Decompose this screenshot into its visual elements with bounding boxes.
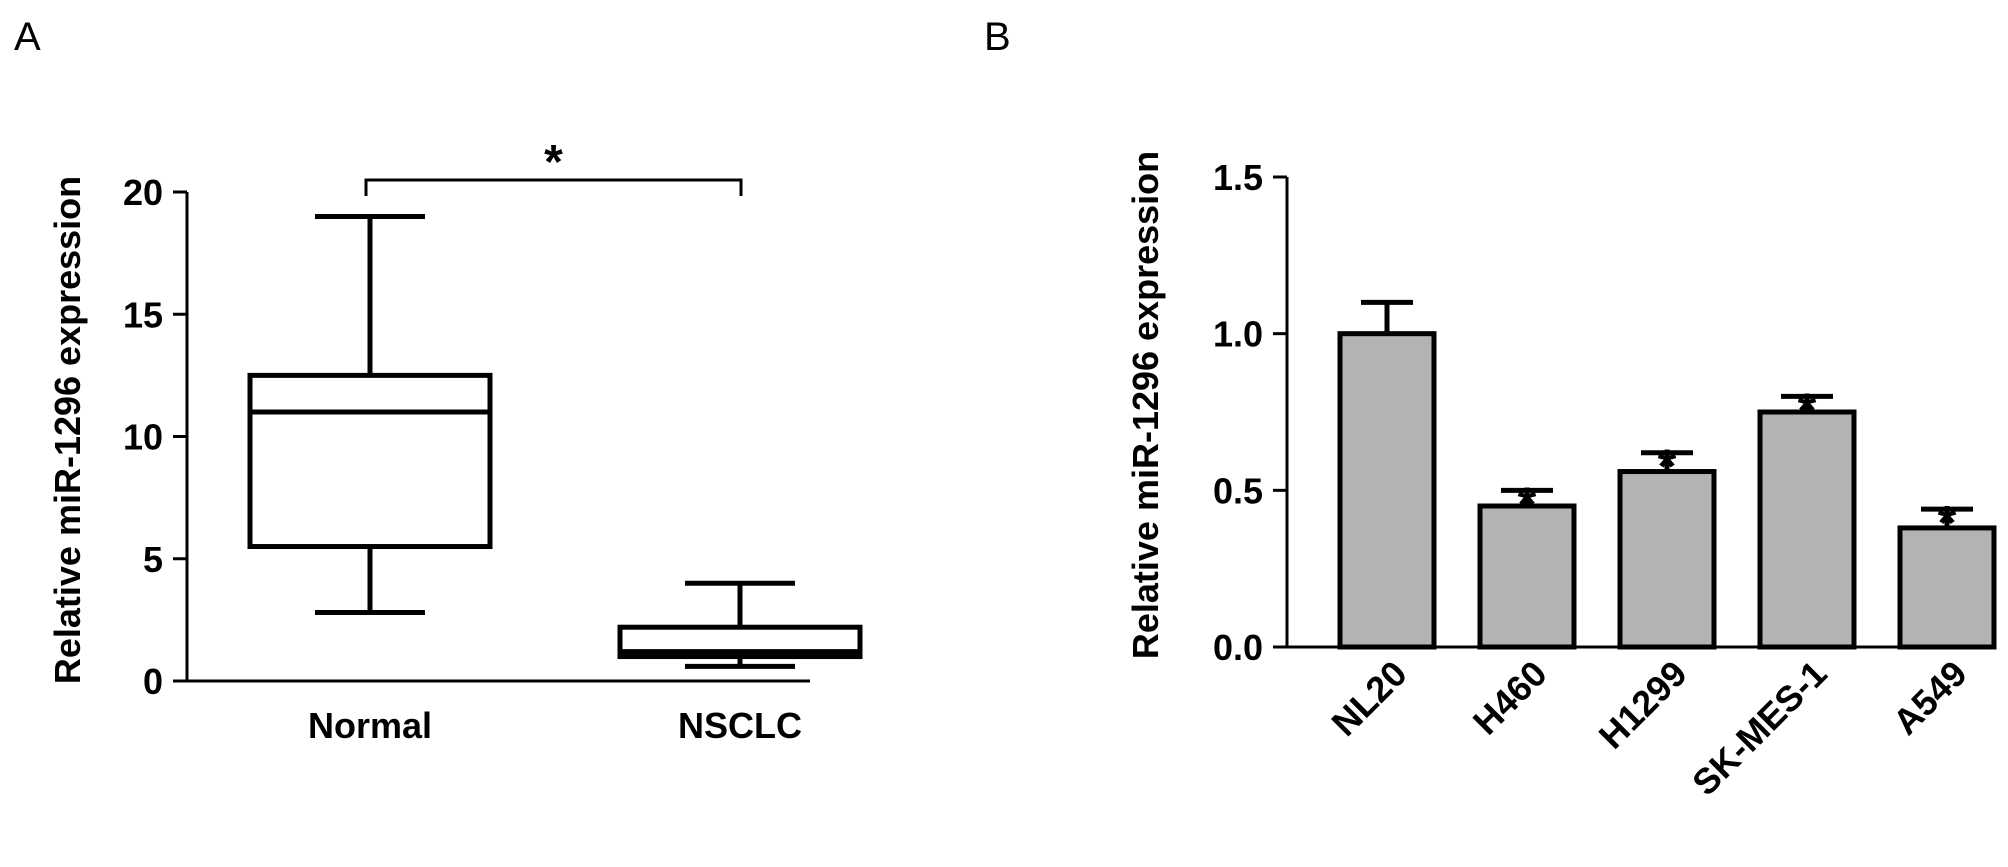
panel-b-x-tick-label: H460 <box>1465 653 1555 743</box>
panel-b-y-ticks: 0.0 0.5 1.0 1.5 <box>1213 157 1287 668</box>
panel-a-x-tick-label: NSCLC <box>678 705 802 746</box>
panel-a-y-ticks: 0 5 10 15 20 <box>123 172 187 702</box>
panel-b-y-tick-label: 0.5 <box>1213 470 1263 511</box>
bar-h460: * <box>1477 478 1577 650</box>
panel-a: A Relative miR-1296 expression 05101520 … <box>14 15 863 746</box>
panel-a-y-tick-label: 15 <box>123 294 163 335</box>
panel-b: B Relative miR-1296 expression 0.0 0.5 1.0… <box>984 15 1997 804</box>
panel-a-y-tick-label: 20 <box>123 172 163 213</box>
panel-b-letter: B <box>984 15 1011 59</box>
panel-a-y-tick-label: 5 <box>143 539 163 580</box>
panel-b-x-tick-label: H1299 <box>1591 653 1695 757</box>
panel-a-x-tick-labels: Normal NSCLC <box>308 705 802 746</box>
panel-a-significance: * <box>364 136 743 196</box>
iqr-box <box>617 624 863 660</box>
panel-a-boxes <box>247 213 863 669</box>
bar-a549: * <box>1897 497 1997 650</box>
panel-b-x-tick-label: NL20 <box>1323 653 1414 744</box>
bar <box>1477 503 1577 650</box>
panel-a-y-tick-label: 0 <box>143 661 163 702</box>
bar <box>1757 409 1857 650</box>
panel-a-x-tick-label: Normal <box>308 705 432 746</box>
panel-b-y-tick-label: 1.5 <box>1213 157 1263 198</box>
box-nsclc <box>617 580 863 669</box>
panel-a-y-tick-label: 10 <box>123 417 163 458</box>
iqr-box <box>247 372 493 550</box>
panel-b-x-tick-label: A549 <box>1885 653 1975 743</box>
bar <box>1337 331 1437 650</box>
panel-b-y-tick-label: 0.0 <box>1213 627 1263 668</box>
bar-h1299: * <box>1617 441 1717 650</box>
significance-star: * <box>1658 441 1677 494</box>
significance-star: * <box>1938 497 1957 550</box>
significance-star: * <box>544 136 563 189</box>
panel-b-bars: * * * * <box>1337 299 1997 650</box>
bar <box>1617 469 1717 650</box>
panel-b-y-tick-label: 1.0 <box>1213 314 1263 355</box>
box-normal <box>247 213 493 616</box>
bar-sk-mes-1: * <box>1757 384 1857 650</box>
significance-star: * <box>1798 384 1817 437</box>
bar <box>1897 525 1997 650</box>
panel-a-letter: A <box>14 15 41 59</box>
bar-nl20 <box>1337 299 1437 650</box>
significance-bracket <box>364 178 743 196</box>
panel-b-ylabel: Relative miR-1296 expression <box>1125 151 1166 659</box>
significance-star: * <box>1518 478 1537 531</box>
panel-b-x-tick-label: SK-MES-1 <box>1684 653 1835 804</box>
panel-a-ylabel: Relative miR-1296 expression <box>47 176 88 684</box>
